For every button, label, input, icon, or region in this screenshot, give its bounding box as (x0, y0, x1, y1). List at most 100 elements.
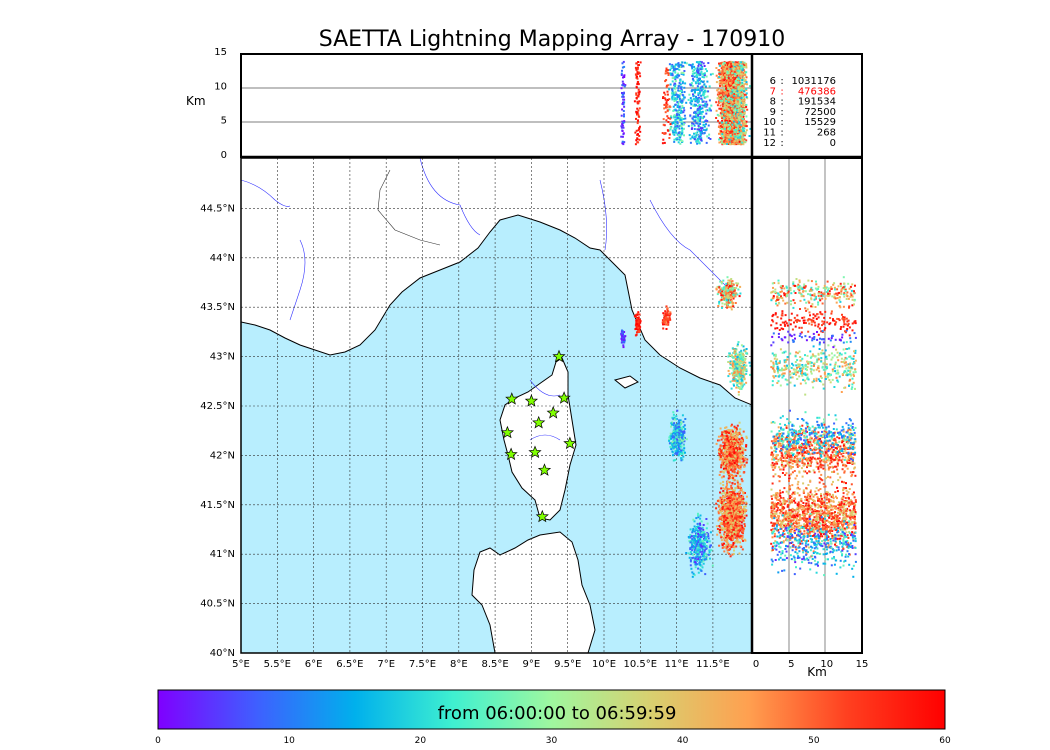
lightning-source (739, 518, 742, 521)
lightning-source (702, 553, 705, 556)
lightning-source (638, 329, 641, 331)
lightning-source (719, 89, 722, 91)
lightning-source (745, 66, 748, 69)
lightning-source (734, 432, 737, 434)
lightning-source (727, 535, 730, 537)
lightning-source (699, 543, 702, 546)
lightning-source (697, 514, 699, 517)
lightning-source (723, 550, 726, 553)
lightning-source (725, 127, 728, 130)
lightning-source (741, 512, 743, 515)
lightning-source (676, 422, 679, 425)
lightning-source (733, 498, 736, 500)
lightning-source (720, 444, 723, 447)
lightning-source (682, 455, 685, 458)
lightning-source (745, 129, 748, 132)
lightning-source (740, 506, 742, 508)
lightning-source (621, 335, 624, 338)
lightning-source (719, 482, 722, 485)
lightning-source (728, 284, 731, 287)
lightning-source (731, 553, 734, 556)
lightning-source (696, 543, 698, 546)
lightning-source (731, 436, 734, 439)
lightning-source (736, 356, 739, 359)
lightning-source (726, 276, 729, 279)
lightning-source (638, 327, 641, 330)
lightning-source (724, 430, 727, 433)
lightning-source (720, 298, 723, 301)
lightning-source (723, 531, 726, 534)
lightning-source (735, 449, 737, 452)
lightning-source (708, 540, 711, 543)
lightning-source (738, 369, 741, 372)
lightning-source (679, 434, 682, 437)
lightning-source (733, 465, 736, 468)
lightning-source (732, 305, 735, 308)
lightning-source (696, 546, 699, 549)
lightning-source (728, 117, 731, 120)
lightning-source (729, 446, 732, 448)
lightning-source (724, 292, 727, 295)
lightning-source (680, 439, 683, 442)
lightning-source (724, 291, 727, 293)
lightning-source (621, 332, 624, 335)
lightning-source (740, 434, 743, 437)
lightning-source (723, 460, 726, 463)
lightning-source (729, 532, 732, 535)
lightning-source (733, 468, 736, 471)
lightning-source (728, 352, 731, 355)
lightning-source (741, 379, 744, 382)
lightning-source (737, 540, 740, 543)
lightning-source (664, 316, 667, 319)
lightning-source (695, 517, 698, 520)
lightning-source (718, 300, 721, 303)
lightning-source (725, 521, 727, 524)
station-star-icon (528, 445, 542, 459)
lightning-source (717, 114, 720, 117)
lightning-source (726, 282, 729, 285)
lightning-source (724, 509, 727, 512)
lightning-source (740, 527, 743, 530)
lightning-source (729, 363, 732, 366)
lightning-source (692, 518, 695, 521)
sardinia (471, 531, 596, 653)
lightning-source (705, 554, 708, 557)
lightning-source (690, 567, 693, 570)
lightning-source (725, 485, 728, 488)
lightning-source (727, 361, 730, 363)
lightning-source (727, 480, 729, 483)
lightning-source (741, 355, 744, 358)
lightning-source (741, 380, 744, 383)
lightning-source (701, 547, 704, 550)
lightning-source (622, 340, 625, 343)
lightning-source (718, 122, 721, 125)
lightning-source (742, 532, 744, 535)
x-tick-label: 9.5°E (554, 659, 581, 670)
lightning-source (719, 84, 721, 87)
lightning-source (728, 481, 731, 484)
lightning-source (725, 444, 728, 447)
lightning-source (716, 528, 719, 530)
lightning-source (679, 452, 682, 455)
lightning-source (736, 507, 738, 510)
lightning-source (636, 312, 639, 315)
lightning-source (739, 467, 742, 470)
map-x-ticks: 5°E 5.5°E 6°E 6.5°E 7°E 7.5°E 8°E 8.5°E 9°E 9.5°E… (232, 659, 730, 670)
lightning-source (674, 449, 677, 452)
lightning-source (667, 321, 670, 324)
lightning-source (723, 126, 726, 129)
lightning-source (728, 475, 731, 478)
lightning-source (721, 506, 724, 509)
lightning-source (707, 535, 710, 538)
lightning-source (730, 423, 733, 426)
lightning-source (673, 424, 675, 427)
lightning-source (719, 516, 722, 519)
lightning-source (729, 500, 732, 502)
lightning-source (739, 459, 741, 462)
lightning-source (668, 313, 671, 316)
lightning-source (731, 475, 734, 478)
lightning-source (734, 468, 737, 471)
lightning-source (719, 280, 722, 283)
lightning-source (682, 433, 685, 435)
lightning-source (732, 533, 735, 536)
